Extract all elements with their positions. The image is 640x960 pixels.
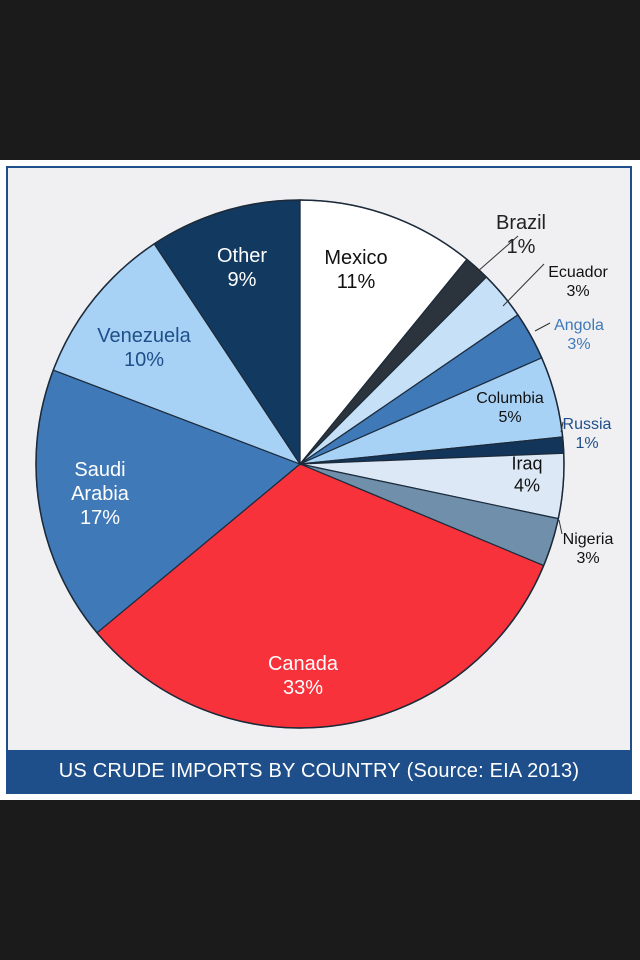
slice-label-venezuela: Venezuela 10% (97, 324, 190, 372)
pie-outline (35, 199, 565, 729)
slice-label-other: Other 9% (217, 244, 267, 292)
slice-percent-mexico: 11% (336, 271, 376, 293)
slice-name-ecuador: Ecuador (548, 263, 608, 281)
leader-line-ecuador (502, 263, 545, 307)
slice-percent-russia: 1% (575, 435, 599, 452)
slice-percent-saudi-arabia: 17% (79, 507, 121, 529)
slice-label-canada: Canada 33% (268, 652, 338, 700)
slice-name-saudi-arabia: Saudi Arabia (71, 459, 129, 505)
slice-percent-venezuela: 10% (123, 349, 165, 371)
slice-name-columbia: Columbia (476, 389, 544, 407)
chart-subtitle: (Source: EIA 2013) (406, 759, 580, 782)
slice-percent-other: 9% (227, 269, 257, 291)
slice-name-canada: Canada (267, 653, 339, 675)
slice-percent-iraq: 4% (513, 475, 540, 495)
slice-label-columbia: Columbia 5% (476, 389, 544, 427)
slice-name-other: Other (216, 245, 268, 267)
slice-percent-ecuador: 3% (566, 283, 590, 300)
pie-chart (35, 199, 565, 729)
chart-panel: Mexico 11% Brazil 1% Ecuador 3% Angola 3% Columb… (6, 166, 632, 794)
slice-percent-angola: 3% (567, 336, 591, 353)
slice-percent-brazil: 1% (506, 236, 536, 258)
slice-label-saudi-arabia: Saudi Arabia 17% (71, 458, 129, 530)
chart-card: Mexico 11% Brazil 1% Ecuador 3% Angola 3% Columb… (0, 160, 640, 800)
slice-name-brazil: Brazil (495, 212, 547, 234)
slice-percent-nigeria: 3% (576, 550, 600, 567)
slice-percent-canada: 33% (282, 677, 324, 699)
leader-line-russia (560, 421, 564, 433)
slice-name-angola: Angola (554, 316, 604, 334)
slice-label-brazil: Brazil 1% (496, 211, 546, 259)
slice-name-iraq: Iraq (511, 453, 543, 474)
chart-caption: US CRUDE IMPORTS BY COUNTRY (Source: EIA… (8, 750, 630, 792)
slice-label-ecuador: Ecuador 3% (548, 263, 608, 301)
chart-title: US CRUDE IMPORTS BY COUNTRY (58, 759, 401, 782)
slice-name-russia: Russia (562, 415, 612, 433)
slice-name-nigeria: Nigeria (562, 530, 614, 548)
slice-label-russia: Russia 1% (563, 415, 612, 453)
slice-name-mexico: Mexico (324, 247, 388, 269)
slice-name-venezuela: Venezuela (97, 325, 191, 347)
leader-line-angola (534, 322, 551, 332)
slice-percent-columbia: 5% (498, 409, 522, 426)
slice-label-iraq: Iraq 4% (511, 453, 542, 496)
leader-line-nigeria (558, 519, 563, 535)
slice-label-mexico: Mexico 11% (324, 246, 387, 294)
slice-label-nigeria: Nigeria 3% (563, 530, 614, 568)
slice-label-angola: Angola 3% (554, 316, 604, 354)
leader-line-brazil (476, 235, 519, 273)
